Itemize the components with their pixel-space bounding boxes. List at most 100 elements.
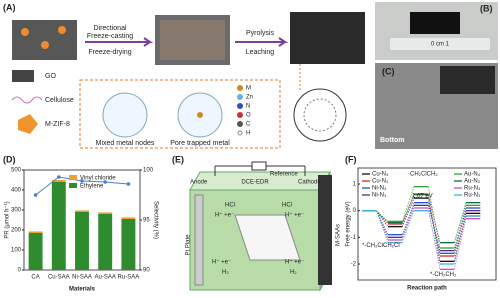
legend-label: Ru-N₄ bbox=[464, 186, 481, 192]
connector bbox=[454, 215, 467, 257]
arrow-label: Leaching bbox=[246, 49, 275, 56]
electrode-label: Anode bbox=[190, 180, 208, 186]
energy-chart: -2 -1 0 1 Free energy (eV) Reaction path Cu-N₄… bbox=[346, 167, 497, 292]
y2-tick-label: 90 bbox=[143, 268, 150, 274]
selectivity-point bbox=[103, 180, 107, 184]
y-tick-label: 1 bbox=[353, 182, 357, 188]
image-caption: Bottom bbox=[380, 137, 405, 144]
atom-label: H bbox=[246, 131, 250, 137]
electrode-label: Pt Plate bbox=[186, 234, 192, 256]
connector bbox=[376, 210, 389, 235]
atom-legend bbox=[237, 85, 243, 136]
x-tick-label: Ni-SAA bbox=[72, 275, 92, 281]
schematic bbox=[11, 12, 365, 149]
annotation: *-CH₂CH₂ bbox=[430, 272, 457, 278]
x-tick-label: CA bbox=[31, 275, 39, 281]
inset-label: Mixed metal nodes bbox=[96, 140, 155, 147]
panel-label: (B) bbox=[480, 3, 493, 13]
bar-chart: 0 100 200 300 400 500 90 95 100 PR (μmol h⁻¹) Sele… bbox=[5, 168, 159, 293]
x-tick-label: Au-SAA bbox=[95, 275, 116, 281]
annotation: *-CH₂ClCH₂Cl bbox=[362, 243, 400, 249]
connector bbox=[428, 210, 441, 265]
panel-label: (E) bbox=[172, 154, 184, 164]
legend-label: Ni-N₃ bbox=[372, 193, 387, 199]
connector bbox=[402, 207, 415, 241]
x-axis-label: Materials bbox=[69, 287, 96, 293]
atom-label: Zn bbox=[246, 95, 253, 101]
bar bbox=[28, 231, 43, 233]
y-tick-label: 100 bbox=[11, 248, 22, 254]
annotation: 1.07 eV bbox=[412, 194, 433, 200]
y-tick-label: 500 bbox=[11, 168, 22, 174]
selectivity-point bbox=[57, 175, 61, 179]
x-axis-label: Reaction path bbox=[407, 286, 447, 292]
connector bbox=[376, 210, 389, 241]
sample bbox=[410, 12, 460, 34]
bar bbox=[121, 219, 136, 270]
legend-label: Cu-N₃ bbox=[372, 179, 389, 185]
legend-label: Ni-N₄ bbox=[372, 186, 387, 192]
connector bbox=[454, 215, 467, 265]
ruler-label: 0 cm 1 bbox=[431, 42, 450, 48]
species-label: HCl bbox=[282, 203, 292, 209]
legend-label: Cu-N₄ bbox=[372, 172, 389, 178]
y-tick-label: 400 bbox=[11, 188, 22, 194]
connector bbox=[402, 194, 415, 223]
species-label: H⁺ +e⁻ bbox=[215, 212, 234, 219]
connector bbox=[454, 213, 467, 262]
y-tick-label: -1 bbox=[351, 235, 357, 241]
y-axis-label: PR (μmol h⁻¹) bbox=[5, 201, 11, 238]
sem-inset bbox=[440, 66, 495, 94]
bar bbox=[28, 233, 43, 270]
legend-swatch bbox=[69, 175, 77, 180]
atom-label: C bbox=[246, 122, 251, 128]
connector bbox=[428, 194, 441, 243]
material-label: GO bbox=[45, 73, 56, 80]
arrow-label: Pyrolysis bbox=[246, 30, 275, 37]
ruler bbox=[390, 38, 490, 50]
material-label: M-ZIF-8 bbox=[45, 121, 70, 128]
y-tick-label: 300 bbox=[11, 208, 22, 214]
species-label: H⁺ +e⁻ bbox=[285, 212, 304, 219]
bar bbox=[75, 210, 89, 212]
connector bbox=[402, 198, 415, 227]
plot-frame bbox=[357, 167, 497, 281]
legend-swatch bbox=[69, 183, 77, 188]
connector bbox=[402, 210, 415, 243]
bar bbox=[121, 217, 136, 219]
y-tick-label: 0 bbox=[18, 268, 22, 274]
y-tick-label: -2 bbox=[351, 262, 357, 268]
connector bbox=[454, 210, 467, 251]
inset-label: Pore trapped metal bbox=[170, 140, 230, 147]
connector bbox=[454, 218, 467, 270]
connector bbox=[428, 198, 441, 262]
legend-label: Au-N₄ bbox=[464, 172, 481, 178]
y-tick-label: 200 bbox=[11, 228, 22, 234]
connector bbox=[376, 210, 389, 243]
electrode-label: Reference bbox=[270, 172, 298, 178]
y2-tick-label: 95 bbox=[143, 218, 150, 224]
material-label: Cellulose bbox=[45, 97, 74, 104]
electrode-label: Cathode bbox=[298, 180, 321, 186]
connector bbox=[376, 210, 389, 223]
bar bbox=[98, 214, 113, 270]
connector bbox=[428, 205, 441, 251]
arrow-label: Freeze-casting bbox=[87, 33, 133, 40]
cell-label: DCE-EDR bbox=[241, 180, 269, 186]
selectivity-point bbox=[80, 179, 84, 183]
legend-label: Ethylene bbox=[80, 184, 104, 190]
panel-label: (F) bbox=[345, 154, 357, 164]
y-tick-label: 0 bbox=[353, 208, 357, 214]
legend-label: Vinyl chloride bbox=[80, 176, 116, 182]
connector bbox=[428, 194, 441, 257]
electrode-label: M-SAAs bbox=[336, 224, 342, 246]
species-label: HCl bbox=[225, 203, 235, 209]
selectivity-point bbox=[126, 182, 131, 186]
panel-label: (A) bbox=[3, 2, 16, 12]
y2-tick-label: 100 bbox=[143, 168, 154, 174]
connector bbox=[376, 210, 389, 238]
species-label: H₂ bbox=[222, 270, 229, 276]
panel-label: (C) bbox=[382, 66, 395, 76]
x-tick-label: Ru-SAA bbox=[118, 275, 140, 281]
